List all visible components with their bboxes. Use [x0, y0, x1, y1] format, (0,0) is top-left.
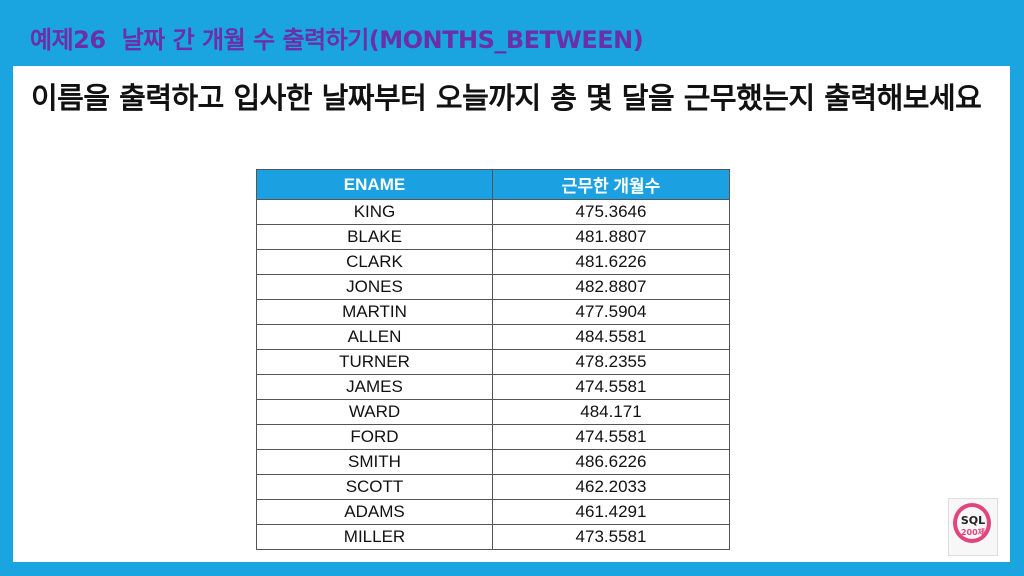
cell-months: 477.5904	[492, 299, 730, 325]
cell-ename: FORD	[256, 424, 493, 450]
table-row: FORD 474.5581	[256, 424, 730, 450]
cell-ename: CLARK	[256, 249, 493, 275]
cell-months: 475.3646	[492, 199, 730, 225]
cell-ename: SCOTT	[256, 474, 493, 500]
column-header-months: 근무한 개월수	[492, 169, 730, 200]
cell-months: 461.4291	[492, 499, 730, 525]
cell-months: 482.8807	[492, 274, 730, 300]
cell-ename: JAMES	[256, 374, 493, 400]
column-header-ename: ENAME	[256, 169, 493, 200]
book-cover-image: SQL 200제	[948, 498, 998, 556]
table-row: JONES 482.8807	[256, 274, 730, 300]
book-ring-decoration	[953, 503, 991, 543]
table-row: MILLER 473.5581	[256, 524, 730, 550]
cell-months: 481.8807	[492, 224, 730, 250]
table-row: CLARK 481.6226	[256, 249, 730, 275]
table-row: SMITH 486.6226	[256, 449, 730, 475]
table-row: ALLEN 484.5581	[256, 324, 730, 350]
table-row: WARD 484.171	[256, 399, 730, 425]
book-cover-number: 200제	[960, 528, 986, 537]
cell-months: 474.5581	[492, 424, 730, 450]
slide-title: 예제26 날짜 간 개월 수 출력하기(MONTHS_BETWEEN)	[30, 20, 644, 55]
cell-ename: JONES	[256, 274, 493, 300]
cell-ename: ADAMS	[256, 499, 493, 525]
title-text: 날짜 간 개월 수 출력하기(MONTHS_BETWEEN)	[121, 26, 644, 54]
cell-months: 478.2355	[492, 349, 730, 375]
book-cover-sql: SQL	[960, 514, 986, 527]
table-row: MARTIN 477.5904	[256, 299, 730, 325]
result-table: ENAME 근무한 개월수 KING 475.3646 BLAKE 481.8807 C…	[256, 169, 730, 550]
cell-months: 473.5581	[492, 524, 730, 550]
table-row: BLAKE 481.8807	[256, 224, 730, 250]
cell-months: 486.6226	[492, 449, 730, 475]
slide-header: 예제26 날짜 간 개월 수 출력하기(MONTHS_BETWEEN) SQL20…	[0, 0, 1024, 66]
cell-ename: MARTIN	[256, 299, 493, 325]
cell-months: 484.171	[492, 399, 730, 425]
cell-ename: MILLER	[256, 524, 493, 550]
cell-months: 481.6226	[492, 249, 730, 275]
cell-months: 462.2033	[492, 474, 730, 500]
example-number: 예제26	[30, 26, 106, 54]
instruction-text: 이름을 출력하고 입사한 날짜부터 오늘까지 총 몇 달을 근무했는지 출력해보…	[31, 81, 982, 115]
cell-months: 474.5581	[492, 374, 730, 400]
table-row: JAMES 474.5581	[256, 374, 730, 400]
cell-ename: TURNER	[256, 349, 493, 375]
cell-ename: BLAKE	[256, 224, 493, 250]
cell-ename: KING	[256, 199, 493, 225]
table-header-row: ENAME 근무한 개월수	[256, 169, 730, 200]
cell-months: 484.5581	[492, 324, 730, 350]
table-row: KING 475.3646	[256, 199, 730, 225]
brand-logo: SQL200제	[849, 24, 1002, 59]
cell-ename: ALLEN	[256, 324, 493, 350]
table-row: SCOTT 462.2033	[256, 474, 730, 500]
cell-ename: WARD	[256, 399, 493, 425]
slide-content: 이름을 출력하고 입사한 날짜부터 오늘까지 총 몇 달을 근무했는지 출력해보…	[13, 66, 1010, 562]
table-row: ADAMS 461.4291	[256, 499, 730, 525]
table-row: TURNER 478.2355	[256, 349, 730, 375]
cell-ename: SMITH	[256, 449, 493, 475]
